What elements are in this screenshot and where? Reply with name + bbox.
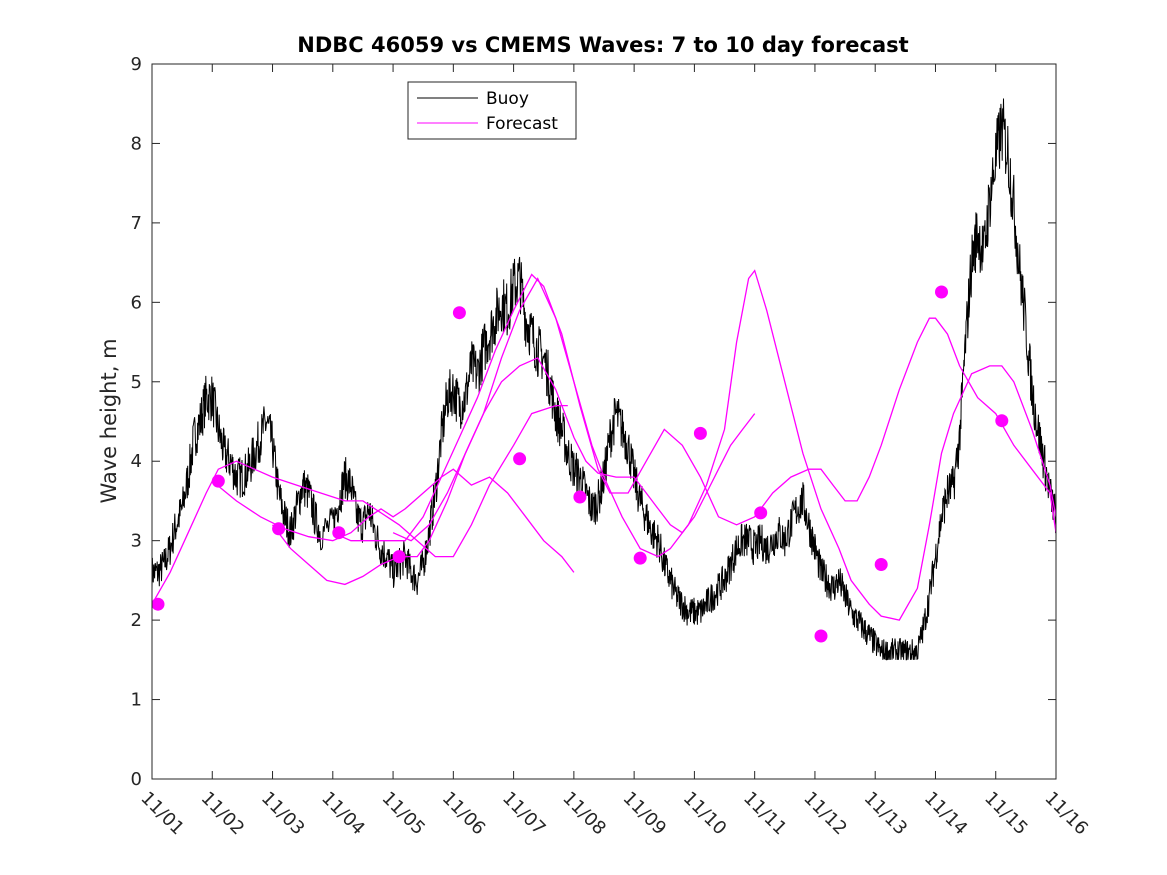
forecast-series-line-5 [392, 269, 1056, 621]
forecast-marker-8 [573, 490, 587, 504]
legend: Buoy Forecast [407, 81, 577, 140]
y-tick-label: 9 [131, 54, 142, 75]
forecast-marker-14 [935, 285, 948, 299]
forecast-marker-13 [874, 558, 888, 571]
y-tick-label: 6 [131, 292, 142, 313]
legend-label-forecast: Forecast [486, 114, 558, 134]
forecast-marker-11 [754, 506, 768, 520]
forecast-series-line-2 [211, 468, 575, 573]
forecast-marker-15 [995, 414, 1009, 428]
forecast-marker-2 [211, 474, 225, 488]
forecast-series-line-4 [332, 273, 1056, 542]
y-tick-label: 5 [131, 372, 142, 393]
y-tick-label: 3 [131, 531, 142, 552]
forecast-marker-7 [513, 452, 527, 466]
forecast-marker-9 [633, 551, 647, 565]
forecast-marker-4 [332, 526, 346, 540]
axes-box [151, 63, 1057, 780]
y-tick-label: 0 [131, 769, 142, 790]
y-tick-label: 1 [131, 690, 142, 711]
chart-title: NDBC 46059 vs CMEMS Waves: 7 to 10 day f… [297, 33, 908, 57]
forecast-marker-3 [272, 522, 286, 536]
y-tick-label: 8 [131, 133, 142, 154]
y-tick-label: 7 [131, 213, 142, 234]
forecast-marker-12 [814, 629, 828, 643]
forecast-marker-5 [392, 550, 406, 564]
legend-box [407, 81, 577, 140]
y-tick-label: 2 [131, 610, 142, 631]
forecast-series-line-3 [271, 357, 756, 586]
forecast-series-line-1 [152, 404, 568, 605]
forecast-marker-1 [151, 597, 165, 611]
forecast-marker-10 [693, 426, 707, 440]
y-tick-label: 4 [131, 451, 142, 472]
legend-label-buoy: Buoy [486, 89, 529, 109]
buoy-series-line [152, 98, 1056, 661]
forecast-marker-6 [452, 306, 466, 320]
y-axis-label: Wave height, m [97, 338, 121, 503]
